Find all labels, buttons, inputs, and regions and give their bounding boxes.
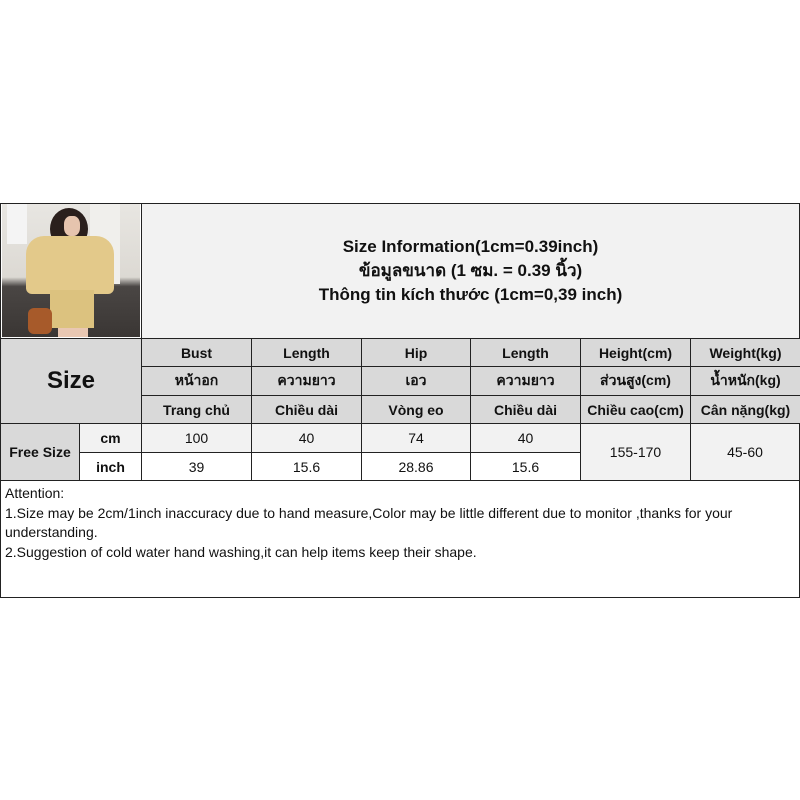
skirt <box>50 290 94 328</box>
face <box>64 216 80 236</box>
column-header-en: Length <box>251 338 362 367</box>
column-header-th: น้ำหนัก(kg) <box>690 366 800 396</box>
column-header-th: ความยาว <box>470 366 581 396</box>
title-vi: Thông tin kích thước (1cm=0,39 inch) <box>318 285 623 304</box>
column-header-vi: Chiều dài <box>470 395 581 424</box>
weight-value: 45-60 <box>690 423 800 481</box>
value-cm: 40 <box>470 423 581 453</box>
value-inch: 28.86 <box>361 452 471 481</box>
value-cm: 100 <box>141 423 252 453</box>
attention-heading: Attention: <box>5 485 65 501</box>
column-header-th: ความยาว <box>251 366 362 396</box>
column-header-en: Hip <box>361 338 471 367</box>
column-header-th: หน้าอก <box>141 366 252 396</box>
value-cm: 74 <box>361 423 471 453</box>
column-header-th: ส่วนสูง(cm) <box>580 366 691 396</box>
title-en: Size Information(1cm=0.39inch) <box>342 237 599 256</box>
column-header-vi: Trang chủ <box>141 395 252 424</box>
value-cm: 40 <box>251 423 362 453</box>
value-inch: 39 <box>141 452 252 481</box>
column-header-vi: Vòng eo <box>361 395 471 424</box>
column-header-vi: Chiều dài <box>251 395 362 424</box>
height-value: 155-170 <box>580 423 691 481</box>
column-header-en: Weight(kg) <box>690 338 800 367</box>
column-header-vi: Cân nặng(kg) <box>690 395 800 424</box>
photo-cell <box>0 203 142 339</box>
column-header-en: Bust <box>141 338 252 367</box>
unit-cm: cm <box>79 423 142 453</box>
window <box>7 204 27 244</box>
attention-note-2: 2.Suggestion of cold water hand washing,… <box>5 543 477 560</box>
unit-inch: inch <box>79 452 142 481</box>
value-inch: 15.6 <box>251 452 362 481</box>
size-header: Size <box>0 338 142 424</box>
handbag <box>28 308 52 334</box>
free-size-label: Free Size <box>0 423 80 481</box>
attention-notes: Attention: 1.Size may be 2cm/1inch inacc… <box>0 480 800 598</box>
value-inch: 15.6 <box>470 452 581 481</box>
column-header-th: เอว <box>361 366 471 396</box>
sweater <box>26 236 114 294</box>
column-header-en: Length <box>470 338 581 367</box>
product-photo <box>2 204 140 337</box>
column-header-en: Height(cm) <box>580 338 691 367</box>
size-info-title: Size Information(1cm=0.39inch) ข้อมูลขนา… <box>141 203 800 339</box>
attention-note-1: 1.Size may be 2cm/1inch inaccuracy due t… <box>5 504 733 541</box>
legs <box>58 328 88 337</box>
column-header-vi: Chiều cao(cm) <box>580 395 691 424</box>
title-th: ข้อมูลขนาด (1 ซม. = 0.39 นิ้ว) <box>358 261 583 280</box>
